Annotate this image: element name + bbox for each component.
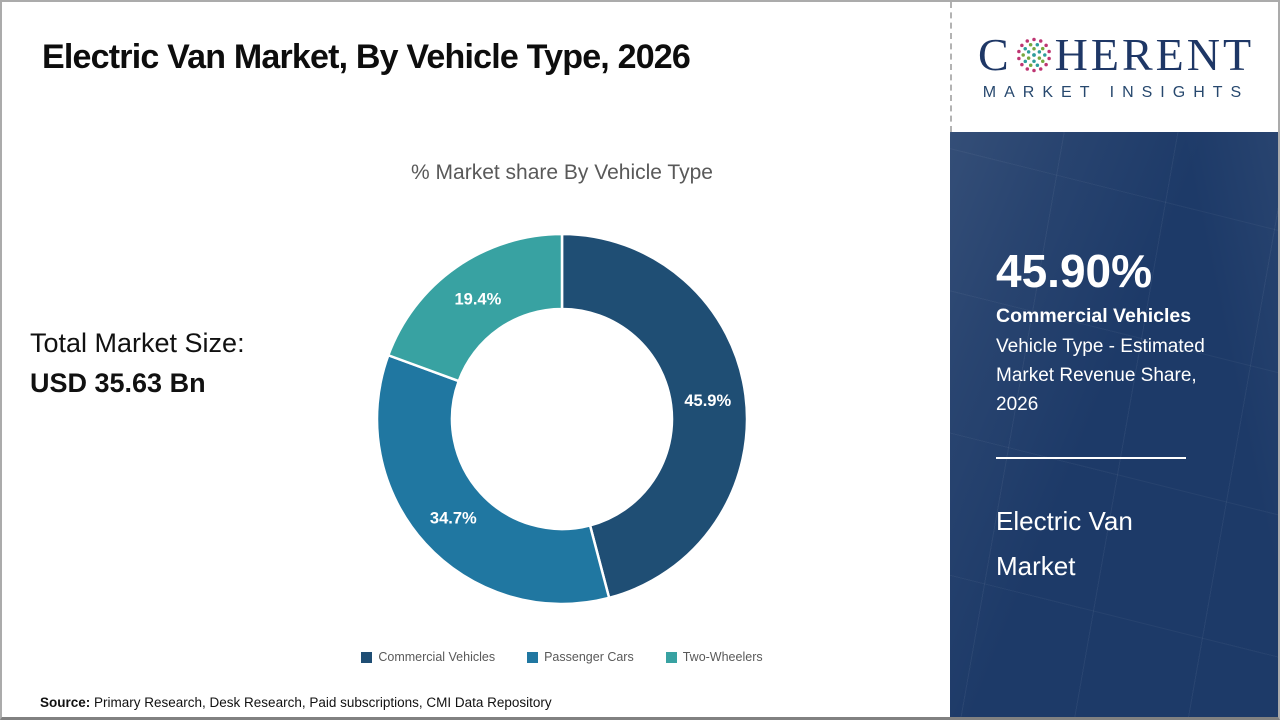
legend-label: Commercial Vehicles	[378, 650, 496, 664]
donut-slice-commercial-vehicles	[560, 232, 749, 600]
report-name: Electric Van Market	[996, 506, 1133, 582]
highlight-stat-label: Commercial Vehicles	[996, 305, 1192, 328]
dotted-globe-icon	[1016, 37, 1051, 73]
legend-item-two-wheelers: Two-Wheelers	[665, 650, 763, 664]
logo-letters-herent: HERENT	[1054, 29, 1255, 80]
highlight-stat-value: 45.90%	[996, 245, 1153, 297]
source-text: Primary Research, Desk Research, Paid su…	[90, 695, 552, 710]
total-market-size-value: USD 35.63 Bn	[30, 368, 206, 398]
total-market-size-block: Total Market Size: USD 35.63 Bn	[30, 328, 245, 399]
donut-slice-label: 19.4%	[454, 290, 501, 308]
legend-label: Passenger Cars	[544, 650, 634, 664]
legend-marker-icon	[361, 651, 373, 663]
logo-subtitle: MARKET INSIGHTS	[982, 84, 1250, 101]
donut-slice-two-wheelers	[387, 232, 564, 383]
sidebar-divider	[996, 457, 1186, 460]
highlight-stat-description: Vehicle Type - Estimated Market Revenue …	[996, 336, 1205, 416]
page-title: Electric Van Market, By Vehicle Type, 20…	[42, 38, 691, 76]
sidebar-highlight-panel: 45.90% Commercial Vehicles Vehicle Type …	[950, 132, 1278, 717]
legend-item-passenger-cars: Passenger Cars	[527, 650, 634, 664]
total-market-size-label: Total Market Size:	[30, 328, 245, 358]
chart-title: % Market share By Vehicle Type	[411, 161, 713, 184]
legend-marker-icon	[665, 651, 677, 663]
source-label: Source:	[40, 695, 91, 710]
source-note: Source: Primary Research, Desk Research,…	[40, 695, 552, 710]
donut-slice-label: 34.7%	[430, 510, 477, 528]
donut-slice-passenger-cars	[375, 353, 611, 606]
logo-letter-c: C	[977, 29, 1012, 80]
chart-legend: Commercial Vehicles Passenger Cars Two-Whe…	[202, 650, 922, 664]
legend-marker-icon	[527, 651, 539, 663]
donut-slice-label: 45.9%	[684, 392, 731, 410]
legend-item-commercial-vehicles: Commercial Vehicles	[361, 650, 495, 664]
brand-logo: C HERENT MARKET INSIGHTS	[950, 2, 1278, 132]
legend-label: Two-Wheelers	[682, 650, 763, 664]
donut-chart: 45.9% 34.7% 19.4%	[375, 232, 749, 606]
sidebar: C HERENT MARKET INSIGHTS 45.90% Commerci…	[950, 2, 1278, 717]
